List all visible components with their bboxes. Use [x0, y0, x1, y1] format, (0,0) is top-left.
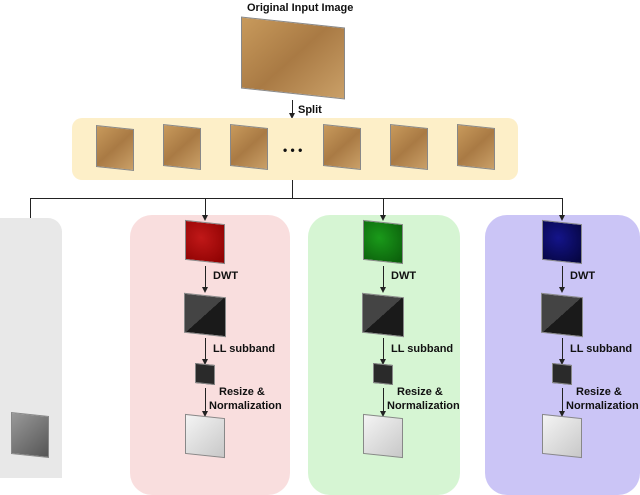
- arrow-split: [292, 100, 293, 114]
- arrow: [383, 266, 384, 288]
- ll-subband-label: LL subband: [570, 343, 633, 355]
- connector: [562, 198, 563, 216]
- arrow: [205, 338, 206, 360]
- arrowhead: [380, 359, 386, 365]
- channel-patch: [542, 219, 582, 265]
- dwt-label: DWT: [213, 270, 239, 282]
- normalization-label: Normalization: [566, 400, 639, 412]
- arrow: [205, 266, 206, 288]
- patch: [96, 125, 134, 171]
- arrowhead: [559, 215, 565, 221]
- arrowhead: [202, 287, 208, 293]
- normalization-label: Normalization: [387, 400, 460, 412]
- arrow: [383, 388, 384, 412]
- arrowhead: [202, 215, 208, 221]
- grayscale-patch: [11, 412, 49, 458]
- arrow: [562, 388, 563, 412]
- arrowhead: [380, 411, 386, 417]
- dwt-label: DWT: [570, 270, 596, 282]
- patch: [390, 124, 428, 170]
- connector: [292, 180, 293, 198]
- patch: [457, 124, 495, 170]
- arrowhead: [202, 359, 208, 365]
- normalized-image: [363, 413, 403, 459]
- ellipsis: • • •: [283, 143, 303, 157]
- connector: [30, 198, 563, 199]
- dwt-image: [541, 292, 583, 338]
- diagram-title: Original Input Image: [247, 2, 354, 14]
- arrowhead: [559, 359, 565, 365]
- patch: [163, 124, 201, 170]
- arrowhead: [380, 215, 386, 221]
- arrowhead: [202, 411, 208, 417]
- arrowhead: [559, 411, 565, 417]
- ll-subband-label: LL subband: [391, 343, 454, 355]
- original-image: [241, 16, 345, 100]
- arrowhead: [380, 287, 386, 293]
- blue-branch: DWT LL subband Resize & Normalization: [485, 198, 640, 495]
- arrow: [562, 338, 563, 360]
- dwt-label: DWT: [391, 270, 417, 282]
- dwt-image: [362, 292, 404, 338]
- red-branch: DWT LL subband Resize & Normalization: [130, 198, 290, 495]
- resize-label: Resize &: [219, 386, 265, 398]
- ll-subband-label: LL subband: [213, 343, 276, 355]
- arrowhead: [559, 287, 565, 293]
- split-label: Split: [298, 104, 322, 116]
- channel-patch: [185, 219, 225, 265]
- ll-subband-image: [552, 362, 572, 386]
- channel-patch: [363, 219, 403, 265]
- arrowhead: [289, 113, 295, 119]
- normalization-label: Normalization: [209, 400, 282, 412]
- green-branch: DWT LL subband Resize & Normalization: [308, 198, 460, 495]
- resize-label: Resize &: [576, 386, 622, 398]
- patch: [230, 124, 268, 170]
- connector: [383, 198, 384, 216]
- split-patches-band: [72, 118, 518, 180]
- ll-subband-image: [195, 362, 215, 386]
- resize-label: Resize &: [397, 386, 443, 398]
- normalized-image: [542, 413, 582, 459]
- arrow: [383, 338, 384, 360]
- arrow: [205, 388, 206, 412]
- ll-subband-image: [373, 362, 393, 386]
- normalized-image: [185, 413, 225, 459]
- arrow: [562, 266, 563, 288]
- connector: [205, 198, 206, 216]
- patch: [323, 124, 361, 170]
- dwt-image: [184, 292, 226, 338]
